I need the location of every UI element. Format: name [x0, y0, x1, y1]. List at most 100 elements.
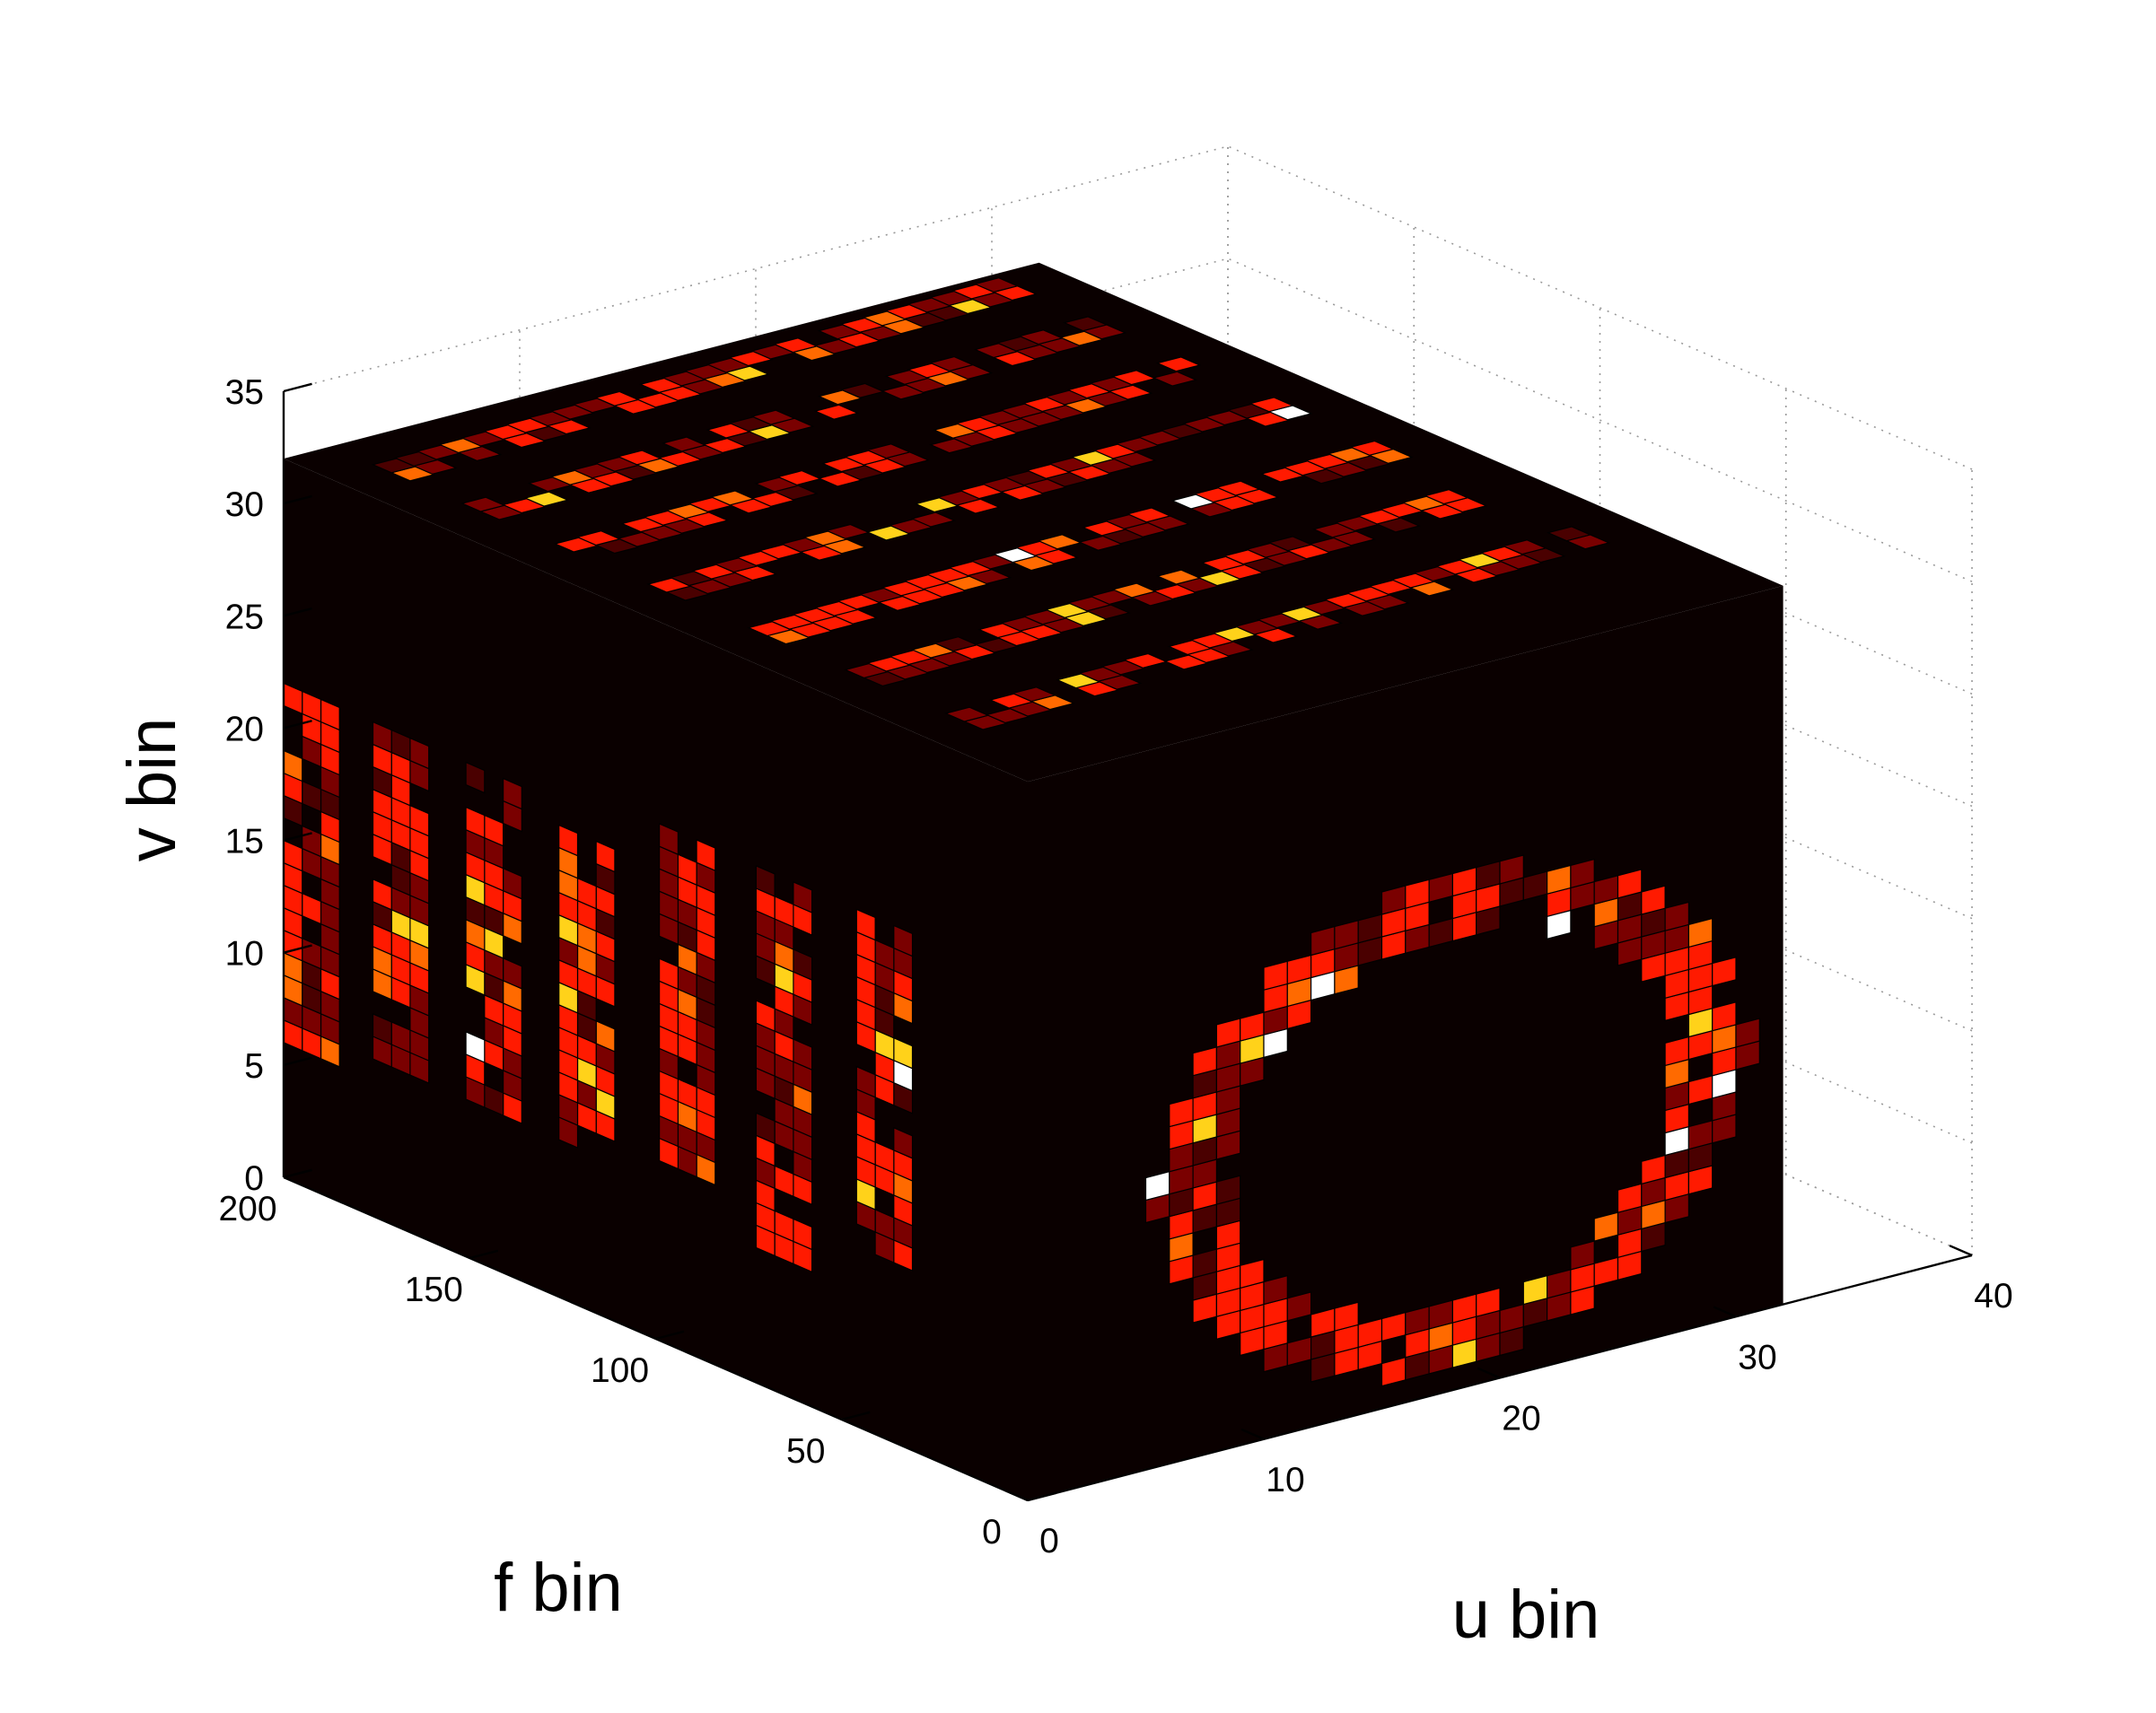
top-band-cell: [1546, 526, 1592, 542]
top-band-cell: [1215, 480, 1261, 496]
z-tick-label: 5: [244, 1047, 264, 1086]
y-tick-label: 0: [982, 1513, 1002, 1551]
top-band-cell: [910, 511, 957, 528]
slice-cell: [755, 864, 776, 897]
top-band-cell: [617, 450, 662, 466]
top-band-cell: [523, 491, 570, 507]
z-tick: [283, 944, 312, 954]
z-tick-label: 10: [225, 935, 264, 974]
top-band-cell: [1111, 582, 1157, 599]
top-band-cell: [1126, 507, 1172, 523]
z-tick: [283, 382, 312, 393]
slice-cell: [755, 1112, 776, 1145]
top-band-cell: [1011, 686, 1057, 703]
slice-cell: [658, 823, 679, 856]
z-tick: [283, 720, 312, 730]
slice-cell: [372, 721, 392, 754]
ring-cell: [1215, 1175, 1241, 1205]
top-band-cell: [776, 469, 822, 486]
top-band-cell: [709, 490, 756, 506]
y-tick: [655, 1330, 685, 1341]
y-tick: [841, 1411, 871, 1421]
z-tick-label: 30: [225, 485, 264, 524]
top-band-cell: [928, 355, 975, 372]
ring-cell: [1735, 1018, 1760, 1048]
ring-cell: [1476, 1287, 1501, 1317]
ring-cell: [1240, 1258, 1265, 1289]
z-tick: [283, 1056, 312, 1067]
top-band-cell: [865, 443, 912, 459]
ring-cell: [1712, 1001, 1737, 1032]
z-axis-label: v bin: [114, 718, 190, 862]
z-tick-label: 20: [225, 710, 264, 748]
top-band-cell: [813, 404, 860, 420]
top-band-cell: [661, 436, 707, 452]
top-band-cell: [1424, 489, 1469, 505]
side-face: [284, 459, 1028, 1501]
y-axis-label: f bin: [494, 1550, 623, 1626]
top-band-cell: [460, 496, 506, 512]
top-band-cell: [772, 337, 819, 354]
z-tick-label: 35: [225, 373, 264, 412]
ring-cell: [1570, 858, 1595, 889]
slice-cell: [372, 1012, 392, 1045]
ring-cell: [1687, 917, 1713, 948]
z-tick: [283, 607, 312, 617]
slice-cell: [658, 957, 679, 991]
z-tick-label: 15: [225, 823, 264, 861]
slice-cell: [558, 824, 579, 857]
x-tick: [1240, 1428, 1265, 1440]
x-tick: [1004, 1490, 1029, 1502]
top-band-cell: [1152, 371, 1198, 387]
x-tick-label: 20: [1502, 1400, 1540, 1438]
y-tick: [1027, 1491, 1056, 1502]
grid-line: [283, 145, 1229, 392]
y-tick-label: 50: [786, 1432, 825, 1471]
z-tick: [283, 832, 312, 842]
top-band-cell: [973, 277, 1020, 293]
top-band-cell: [839, 382, 886, 398]
y-tick: [469, 1249, 499, 1260]
x-tick: [1713, 1306, 1737, 1318]
x-tick: [1477, 1367, 1501, 1379]
ring-cell: [1712, 957, 1737, 987]
x-tick-label: 0: [1039, 1522, 1059, 1560]
grid-line: [1227, 258, 1973, 582]
top-band-cell: [750, 409, 796, 425]
ring-cell: [1286, 1291, 1312, 1322]
top-band-cell: [825, 523, 871, 539]
top-band-cell: [1110, 370, 1157, 386]
top-band-cell: [1018, 329, 1065, 345]
z-tick-label: 0: [244, 1159, 264, 1198]
slice-cell: [502, 777, 522, 810]
slice-cell: [372, 878, 392, 911]
slice-cell: [855, 908, 876, 941]
top-band-cell: [1349, 440, 1395, 456]
top-band-cell: [575, 530, 622, 546]
top-band-cell: [1062, 316, 1109, 332]
top-band-cell: [1249, 397, 1294, 413]
ring-cell: [1641, 885, 1666, 915]
top-band-cell: [1155, 569, 1202, 585]
x-axis-label: u bin: [1452, 1577, 1600, 1653]
top-band-cell: [933, 636, 979, 652]
x-tick: [1949, 1245, 1973, 1257]
ring-cell: [1334, 1301, 1359, 1332]
slice-cell: [893, 924, 914, 957]
ring-cell: [1664, 901, 1690, 931]
x-tick-label: 30: [1738, 1338, 1776, 1377]
slice-cell: [465, 761, 486, 794]
top-band-cell: [1037, 534, 1082, 550]
ring-cell: [1263, 1274, 1288, 1306]
slice-cell: [855, 1065, 876, 1098]
y-tick-label: 100: [591, 1351, 649, 1390]
slice-cell: [696, 839, 716, 872]
slice-cell: [893, 1126, 914, 1159]
slice-cell: [465, 806, 486, 839]
top-band-cell: [1155, 356, 1202, 372]
slice-cell: [465, 1030, 486, 1063]
top-band-cell: [1267, 536, 1313, 552]
slice-cell: [793, 880, 813, 913]
